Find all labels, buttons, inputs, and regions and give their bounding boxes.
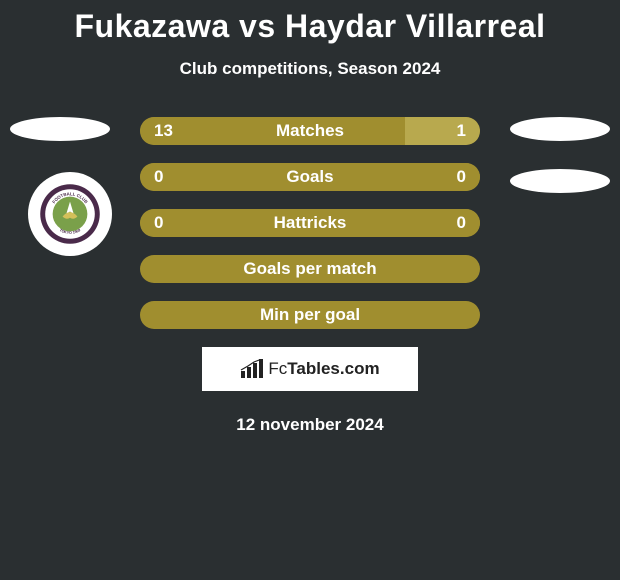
stat-row-goals: 00Goals <box>140 163 480 191</box>
crest-icon: FOOTBALL CLUB TOKYO 1969 <box>39 183 101 245</box>
club-crest-left: FOOTBALL CLUB TOKYO 1969 <box>28 172 112 256</box>
stat-row-goals-per-match: Goals per match <box>140 255 480 283</box>
comparison-panel: FOOTBALL CLUB TOKYO 1969 131Matches 00Goa… <box>0 117 620 435</box>
stat-row-min-per-goal: Min per goal <box>140 301 480 329</box>
stat-row-matches: 131Matches <box>140 117 480 145</box>
player-right-placeholder-2 <box>510 169 610 193</box>
player-left-placeholder <box>10 117 110 141</box>
stat-label: Hattricks <box>140 213 480 233</box>
footer-date: 12 november 2024 <box>0 415 620 435</box>
brand-logo: FcTables.com <box>202 347 418 391</box>
brand-text: FcTables.com <box>268 359 379 379</box>
page-subtitle: Club competitions, Season 2024 <box>0 59 620 79</box>
page-title: Fukazawa vs Haydar Villarreal <box>0 0 620 45</box>
player-right-placeholder-1 <box>510 117 610 141</box>
stat-row-hattricks: 00Hattricks <box>140 209 480 237</box>
stat-label: Matches <box>140 121 480 141</box>
bar-chart-icon <box>240 359 264 379</box>
stat-rows: 131Matches 00Goals 00Hattricks Goals per ma… <box>140 117 480 329</box>
stat-label: Goals <box>140 167 480 187</box>
